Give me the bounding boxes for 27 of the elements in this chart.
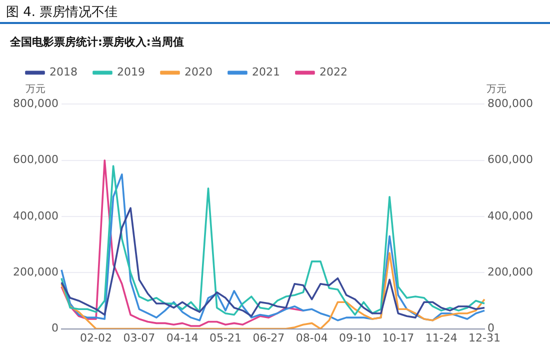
y2-tick-label: 600,000 xyxy=(488,153,534,166)
x-tick-label: 10-17 xyxy=(382,331,414,344)
chart-title: 图 4. 票房情况不佳 xyxy=(0,0,550,24)
chart-subtitle: 全国电影票房统计:票房收入:当周值 xyxy=(9,35,184,48)
y2-tick-label: 400,000 xyxy=(488,209,534,222)
x-tick-label: 04-14 xyxy=(166,331,198,344)
legend-label: 2019 xyxy=(116,66,145,79)
legend-label: 2022 xyxy=(319,66,348,79)
y-tick-label: 800,000 xyxy=(12,97,58,110)
y2-tick-label: 800,000 xyxy=(488,97,534,110)
y2-axis-title: 万元 xyxy=(486,84,507,95)
x-tick-label: 06-27 xyxy=(252,331,285,344)
x-tick-label: 05-21 xyxy=(210,331,242,344)
y-tick-label: 0 xyxy=(51,322,58,335)
y-tick-label: 200,000 xyxy=(12,266,58,279)
y-tick-label: 600,000 xyxy=(12,153,58,166)
x-tick-label: 08-04 xyxy=(296,331,328,344)
legend-label: 2020 xyxy=(184,66,212,79)
legend-label: 2018 xyxy=(50,66,78,79)
y2-tick-label: 200,000 xyxy=(488,266,534,279)
x-tick-label: 09-10 xyxy=(339,331,371,344)
x-tick-label: 03-07 xyxy=(123,331,156,344)
x-tick-label: 02-02 xyxy=(80,331,112,344)
legend-label: 2021 xyxy=(252,66,280,79)
x-tick-label: 11-24 xyxy=(425,331,458,344)
y-tick-label: 400,000 xyxy=(12,209,58,222)
y-axis-title: 万元 xyxy=(25,84,46,95)
